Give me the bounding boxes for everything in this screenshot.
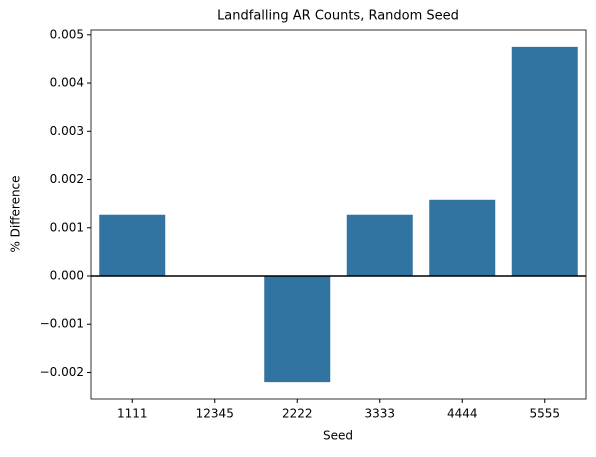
bar: [99, 214, 166, 276]
bar: [346, 214, 413, 276]
x-tick-label: 5555: [529, 407, 560, 421]
x-tick-label: 3333: [364, 407, 395, 421]
bar: [511, 46, 578, 276]
x-axis-label: Seed: [323, 429, 353, 443]
y-tick-label: 0.002: [50, 172, 84, 186]
x-tick-label: 4444: [447, 407, 478, 421]
x-tick-label: 1111: [117, 407, 148, 421]
y-tick-label: 0.000: [50, 269, 84, 283]
bar: [264, 276, 331, 383]
y-tick-label: 0.005: [50, 27, 84, 41]
y-tick-label: −0.002: [40, 365, 84, 379]
y-tick-label: −0.001: [40, 317, 84, 331]
chart-title: Landfalling AR Counts, Random Seed: [217, 9, 459, 24]
y-axis-label: % Difference: [9, 175, 23, 252]
y-tick-label: 0.003: [50, 124, 84, 138]
y-tick-label: 0.004: [50, 76, 84, 90]
bar: [429, 199, 496, 276]
y-tick-label: 0.001: [50, 220, 84, 234]
plot-frame: [90, 29, 587, 400]
x-tick-label: 2222: [282, 407, 313, 421]
x-tick-label: 12345: [196, 407, 234, 421]
